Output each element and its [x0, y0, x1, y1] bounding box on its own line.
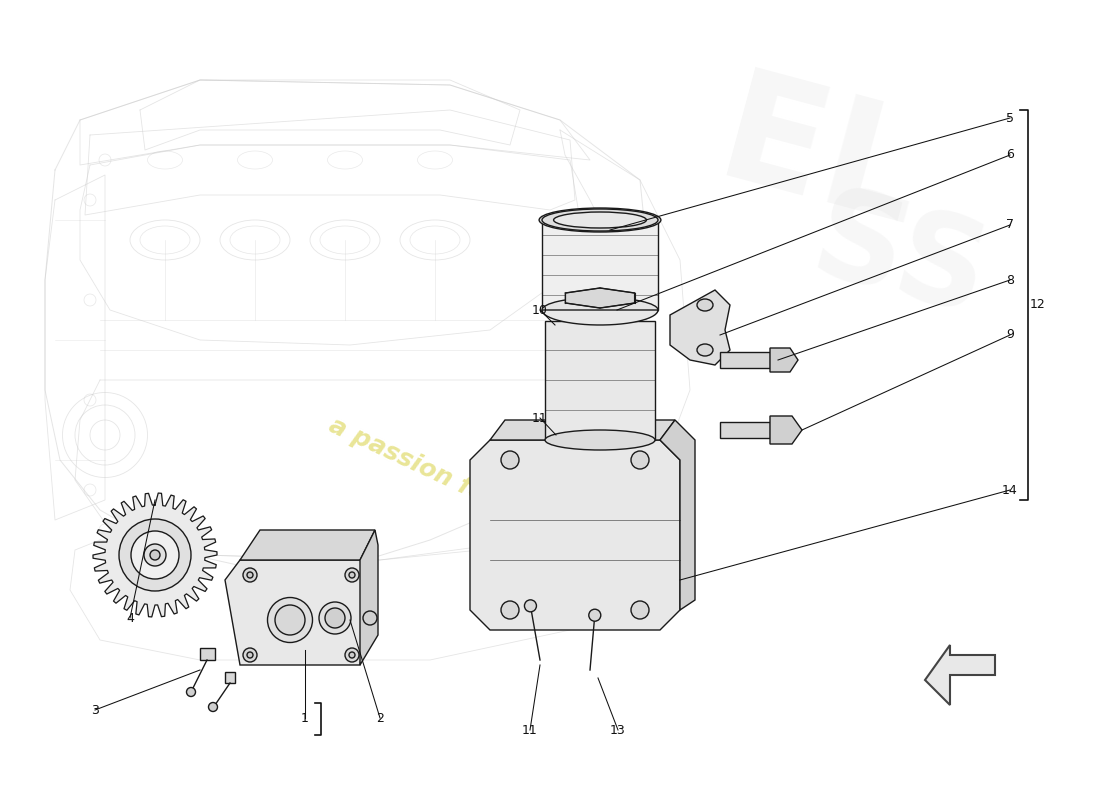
Ellipse shape	[588, 610, 601, 622]
Polygon shape	[226, 560, 370, 665]
Polygon shape	[770, 348, 798, 372]
Ellipse shape	[631, 451, 649, 469]
Ellipse shape	[187, 687, 196, 697]
Text: SS: SS	[800, 179, 1000, 341]
Polygon shape	[200, 648, 214, 660]
Text: 7: 7	[1006, 218, 1014, 231]
Text: 2: 2	[376, 711, 384, 725]
Text: 1: 1	[301, 711, 309, 725]
Ellipse shape	[553, 212, 647, 228]
Text: a passion for parts: a passion for parts	[324, 413, 575, 547]
Text: 10: 10	[532, 303, 548, 317]
Text: EL: EL	[703, 62, 937, 258]
Ellipse shape	[209, 702, 218, 711]
Ellipse shape	[150, 550, 160, 560]
Ellipse shape	[542, 298, 658, 322]
Ellipse shape	[500, 451, 519, 469]
Ellipse shape	[345, 568, 359, 582]
Ellipse shape	[697, 299, 713, 311]
Ellipse shape	[324, 608, 345, 628]
Polygon shape	[542, 310, 658, 325]
Ellipse shape	[697, 344, 713, 356]
Ellipse shape	[544, 299, 654, 321]
Ellipse shape	[349, 652, 355, 658]
Polygon shape	[565, 288, 635, 308]
Ellipse shape	[500, 601, 519, 619]
Polygon shape	[670, 290, 730, 365]
Ellipse shape	[345, 648, 359, 662]
Ellipse shape	[267, 598, 312, 642]
Polygon shape	[226, 672, 235, 683]
Ellipse shape	[243, 568, 257, 582]
Ellipse shape	[349, 572, 355, 578]
Ellipse shape	[248, 652, 253, 658]
Ellipse shape	[119, 519, 191, 591]
Ellipse shape	[525, 600, 537, 612]
Polygon shape	[925, 645, 996, 705]
Polygon shape	[720, 422, 770, 438]
Ellipse shape	[539, 208, 661, 232]
Polygon shape	[720, 352, 770, 368]
Ellipse shape	[144, 544, 166, 566]
Polygon shape	[542, 220, 658, 310]
Ellipse shape	[243, 648, 257, 662]
Text: 11: 11	[532, 411, 548, 425]
Text: 5: 5	[1006, 111, 1014, 125]
Polygon shape	[660, 420, 695, 610]
Text: 9: 9	[1006, 329, 1014, 342]
Polygon shape	[470, 440, 680, 630]
Text: 4: 4	[126, 611, 134, 625]
Ellipse shape	[544, 430, 654, 450]
Polygon shape	[240, 530, 375, 560]
Ellipse shape	[248, 572, 253, 578]
Text: 11: 11	[522, 723, 538, 737]
Ellipse shape	[542, 209, 658, 231]
Text: 14: 14	[1002, 483, 1018, 497]
Ellipse shape	[131, 531, 179, 579]
Ellipse shape	[275, 605, 305, 635]
Polygon shape	[770, 416, 802, 444]
Ellipse shape	[319, 602, 351, 634]
Text: 13: 13	[610, 723, 626, 737]
Polygon shape	[490, 420, 675, 440]
Polygon shape	[94, 493, 217, 617]
Polygon shape	[544, 321, 654, 440]
Text: 12: 12	[1030, 298, 1046, 311]
Text: 8: 8	[1006, 274, 1014, 286]
Text: 6: 6	[1006, 149, 1014, 162]
Polygon shape	[360, 530, 378, 665]
Ellipse shape	[631, 601, 649, 619]
Text: 3: 3	[91, 703, 99, 717]
